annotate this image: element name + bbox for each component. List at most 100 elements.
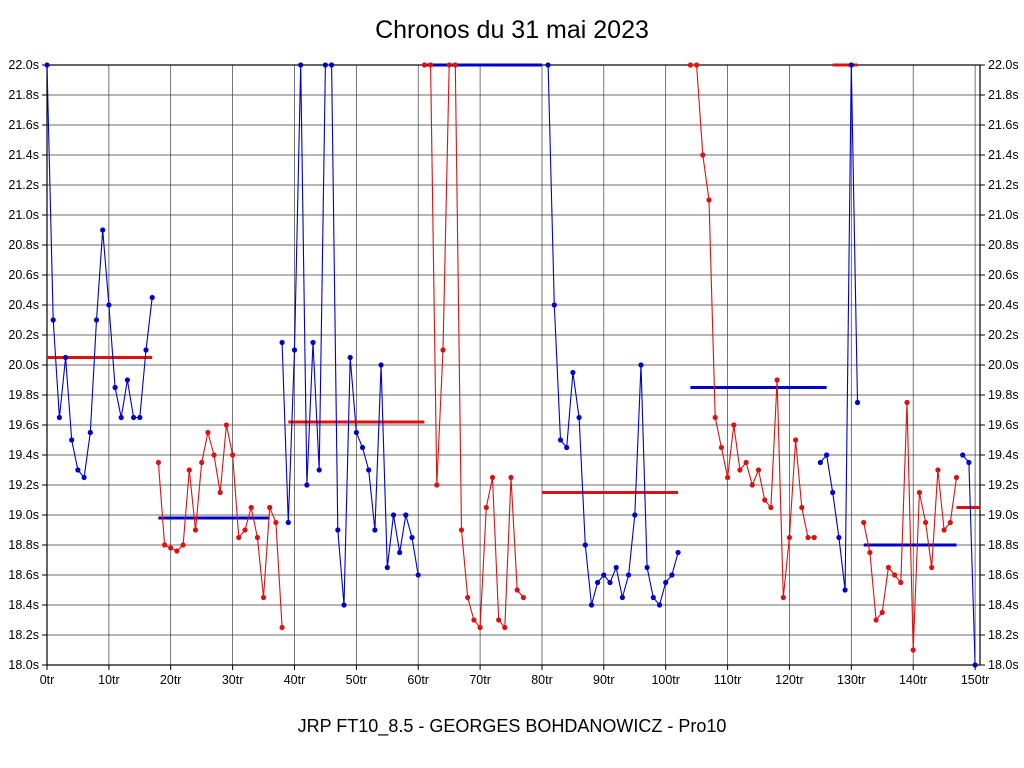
x-axis-label: 20tr — [160, 673, 182, 687]
lap-point — [260, 594, 267, 601]
y-axis-label-right: 19.6s — [988, 418, 1019, 432]
x-axis-label: 10tr — [98, 673, 120, 687]
lap-point — [56, 414, 63, 421]
lap-point — [359, 444, 366, 451]
lap-point — [397, 549, 403, 556]
lap-point — [452, 62, 458, 68]
lap-point — [762, 497, 768, 503]
lap-point — [941, 527, 947, 533]
lap-point — [947, 519, 953, 526]
lap-point — [390, 512, 397, 518]
lap-point — [63, 354, 69, 361]
lap-point — [656, 602, 663, 608]
y-axis-label-right: 20.8s — [988, 238, 1019, 252]
y-axis-label-right: 20.6s — [988, 268, 1019, 282]
lap-point — [861, 519, 867, 526]
lap-point — [601, 572, 607, 578]
lap-point — [236, 534, 242, 541]
lap-point — [403, 512, 409, 518]
lap-point — [576, 414, 582, 421]
lap-point — [508, 474, 514, 481]
y-axis-label-left: 18.2s — [8, 628, 39, 642]
lap-point — [898, 579, 904, 586]
y-axis-label-left: 18.6s — [8, 568, 39, 582]
lap-point — [694, 62, 700, 68]
y-axis-label-left: 20.6s — [8, 268, 39, 282]
lap-point — [706, 197, 712, 203]
lap-point — [675, 549, 681, 556]
lap-series-red — [863, 402, 958, 651]
lap-point — [786, 534, 793, 541]
lap-point — [595, 579, 601, 586]
lap-point — [93, 317, 100, 323]
lap-point — [353, 429, 359, 436]
lap-series-red — [690, 64, 815, 598]
lap-point — [848, 62, 854, 68]
lap-point — [384, 564, 390, 571]
lap-point — [155, 459, 161, 466]
x-axis-label: 60tr — [407, 673, 429, 687]
x-axis-label: 70tr — [469, 673, 491, 687]
x-axis-label: 30tr — [222, 673, 244, 687]
y-axis-label-left: 18.0s — [8, 658, 39, 672]
lap-point — [471, 617, 477, 623]
y-axis-label-left: 20.8s — [8, 238, 39, 252]
lap-point — [211, 452, 217, 458]
y-axis-label-right: 20.4s — [988, 298, 1019, 312]
lap-point — [489, 474, 496, 481]
lap-point — [669, 572, 675, 578]
lap-point — [421, 62, 427, 68]
lap-point — [836, 534, 842, 541]
y-axis-label-right: 19.0s — [988, 508, 1019, 522]
y-axis-label-right: 18.6s — [988, 568, 1019, 582]
y-axis-label-left: 21.0s — [8, 208, 39, 222]
y-axis-label-right: 19.4s — [988, 448, 1019, 462]
lap-point — [378, 362, 384, 368]
lap-point — [87, 429, 93, 436]
lap-point — [972, 662, 978, 668]
lap-point — [966, 459, 972, 466]
lap-point — [570, 369, 576, 376]
lap-point — [347, 354, 353, 361]
y-axis-label-left: 21.8s — [8, 88, 39, 102]
x-axis-label: 100tr — [651, 673, 680, 687]
lap-point — [322, 62, 328, 68]
lap-point — [923, 519, 929, 526]
lap-point — [143, 347, 149, 353]
lap-point — [687, 62, 694, 68]
lap-point — [638, 362, 644, 368]
y-axis-label-right: 19.8s — [988, 388, 1019, 402]
lap-point — [329, 62, 335, 68]
lap-point — [310, 339, 316, 346]
y-axis-label-left: 20.4s — [8, 298, 39, 312]
lap-point — [824, 452, 830, 458]
lap-point — [799, 504, 805, 511]
lap-point — [205, 429, 211, 436]
lap-point — [434, 482, 440, 488]
lap-point — [174, 548, 180, 554]
lap-point — [415, 572, 421, 578]
lap-point — [854, 399, 861, 406]
lap-series-blue — [819, 64, 859, 591]
lap-point — [428, 62, 434, 68]
lap-point — [626, 572, 632, 578]
lap-point — [304, 482, 310, 488]
lap-point — [811, 534, 817, 541]
lap-point — [100, 227, 106, 233]
lap-point — [929, 564, 935, 571]
lap-point — [75, 467, 81, 473]
lap-point — [372, 527, 378, 533]
lap-point — [291, 347, 298, 353]
lap-point — [910, 647, 916, 653]
lap-point — [953, 474, 960, 481]
lap-point — [873, 617, 879, 623]
lap-point — [737, 467, 743, 473]
lap-point — [81, 474, 87, 481]
lap-point — [223, 422, 229, 428]
lap-point — [366, 467, 372, 473]
lap-point — [793, 437, 799, 443]
y-axis-label-right: 18.4s — [988, 598, 1019, 612]
y-axis-label-right: 21.6s — [988, 118, 1019, 132]
lap-series-red — [424, 64, 524, 629]
